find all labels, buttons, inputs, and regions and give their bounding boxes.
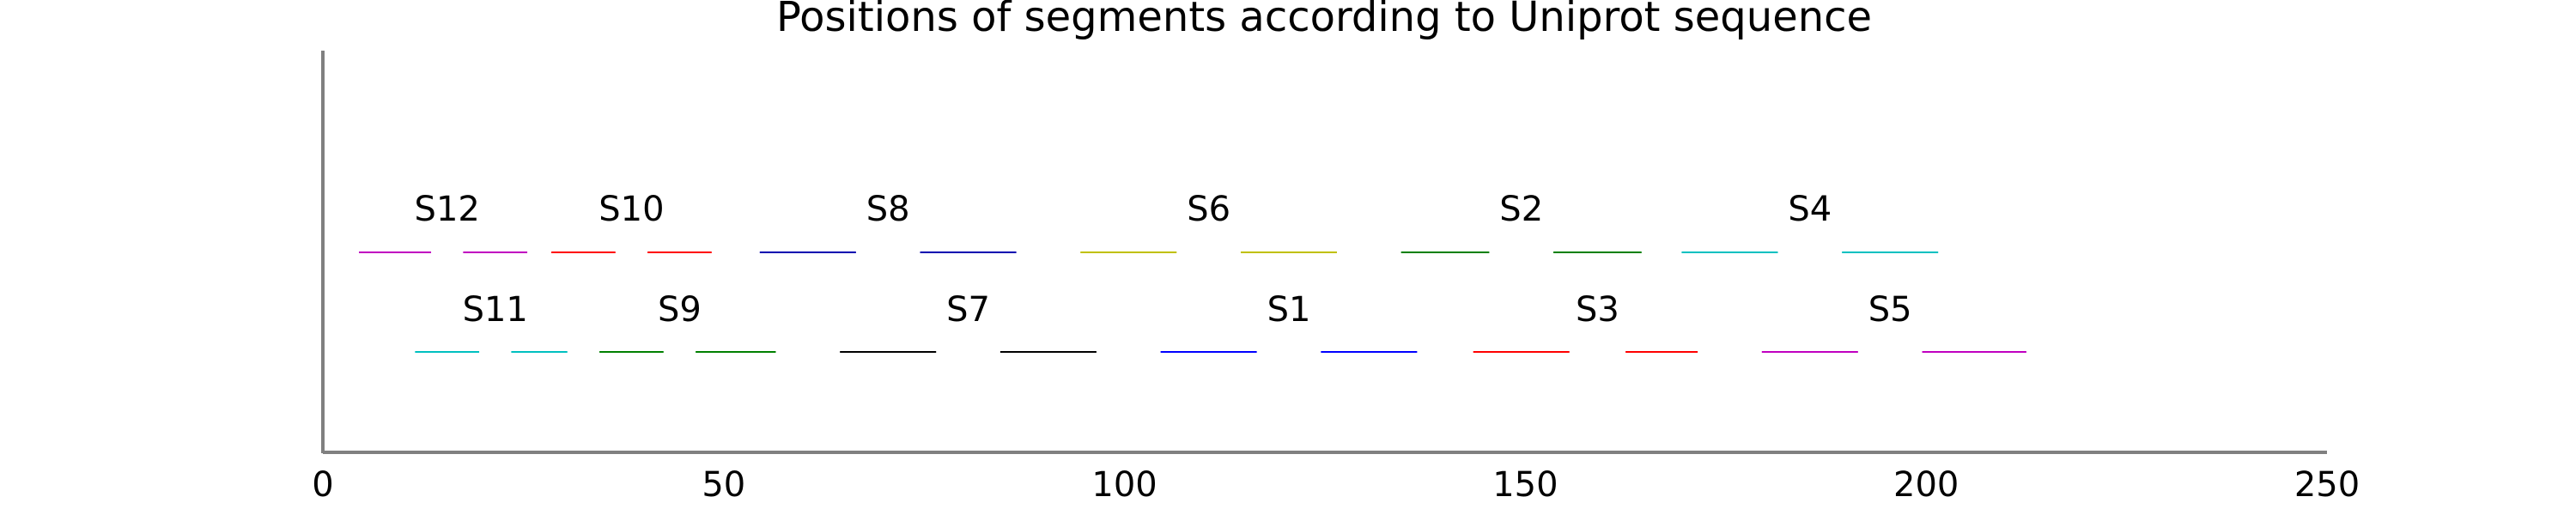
segment-label-s8: S8 (866, 190, 910, 229)
x-tick-label-150: 150 (1492, 465, 1558, 505)
segment-label-s3: S3 (1576, 290, 1619, 330)
segment-marks (359, 251, 2026, 353)
segment-label-s12: S12 (415, 190, 480, 229)
segment-label-s1: S1 (1267, 290, 1311, 330)
x-tick-label-50: 50 (702, 465, 745, 505)
segment-label-s10: S10 (598, 190, 664, 229)
x-tick-label-100: 100 (1091, 465, 1157, 505)
x-tick-label-0: 0 (312, 465, 333, 505)
segment-labels: S12 S10 S8 S6 S2 S4 S11 S9 S7 S1 S3 S5 (415, 190, 1912, 330)
segment-label-s2: S2 (1499, 190, 1543, 229)
axes (321, 51, 2327, 454)
x-tick-label-250: 250 (2294, 465, 2360, 505)
segment-label-s11: S11 (463, 290, 528, 330)
chart-title: Positions of segments according to Unipr… (776, 0, 1872, 41)
segment-label-s4: S4 (1788, 190, 1832, 229)
segment-label-s5: S5 (1868, 290, 1912, 330)
segment-label-s6: S6 (1187, 190, 1230, 229)
x-tick-label-200: 200 (1893, 465, 1959, 505)
segment-label-s9: S9 (658, 290, 702, 330)
segment-label-s7: S7 (946, 290, 990, 330)
x-tick-labels: 0 50 100 150 200 250 (312, 465, 2360, 505)
